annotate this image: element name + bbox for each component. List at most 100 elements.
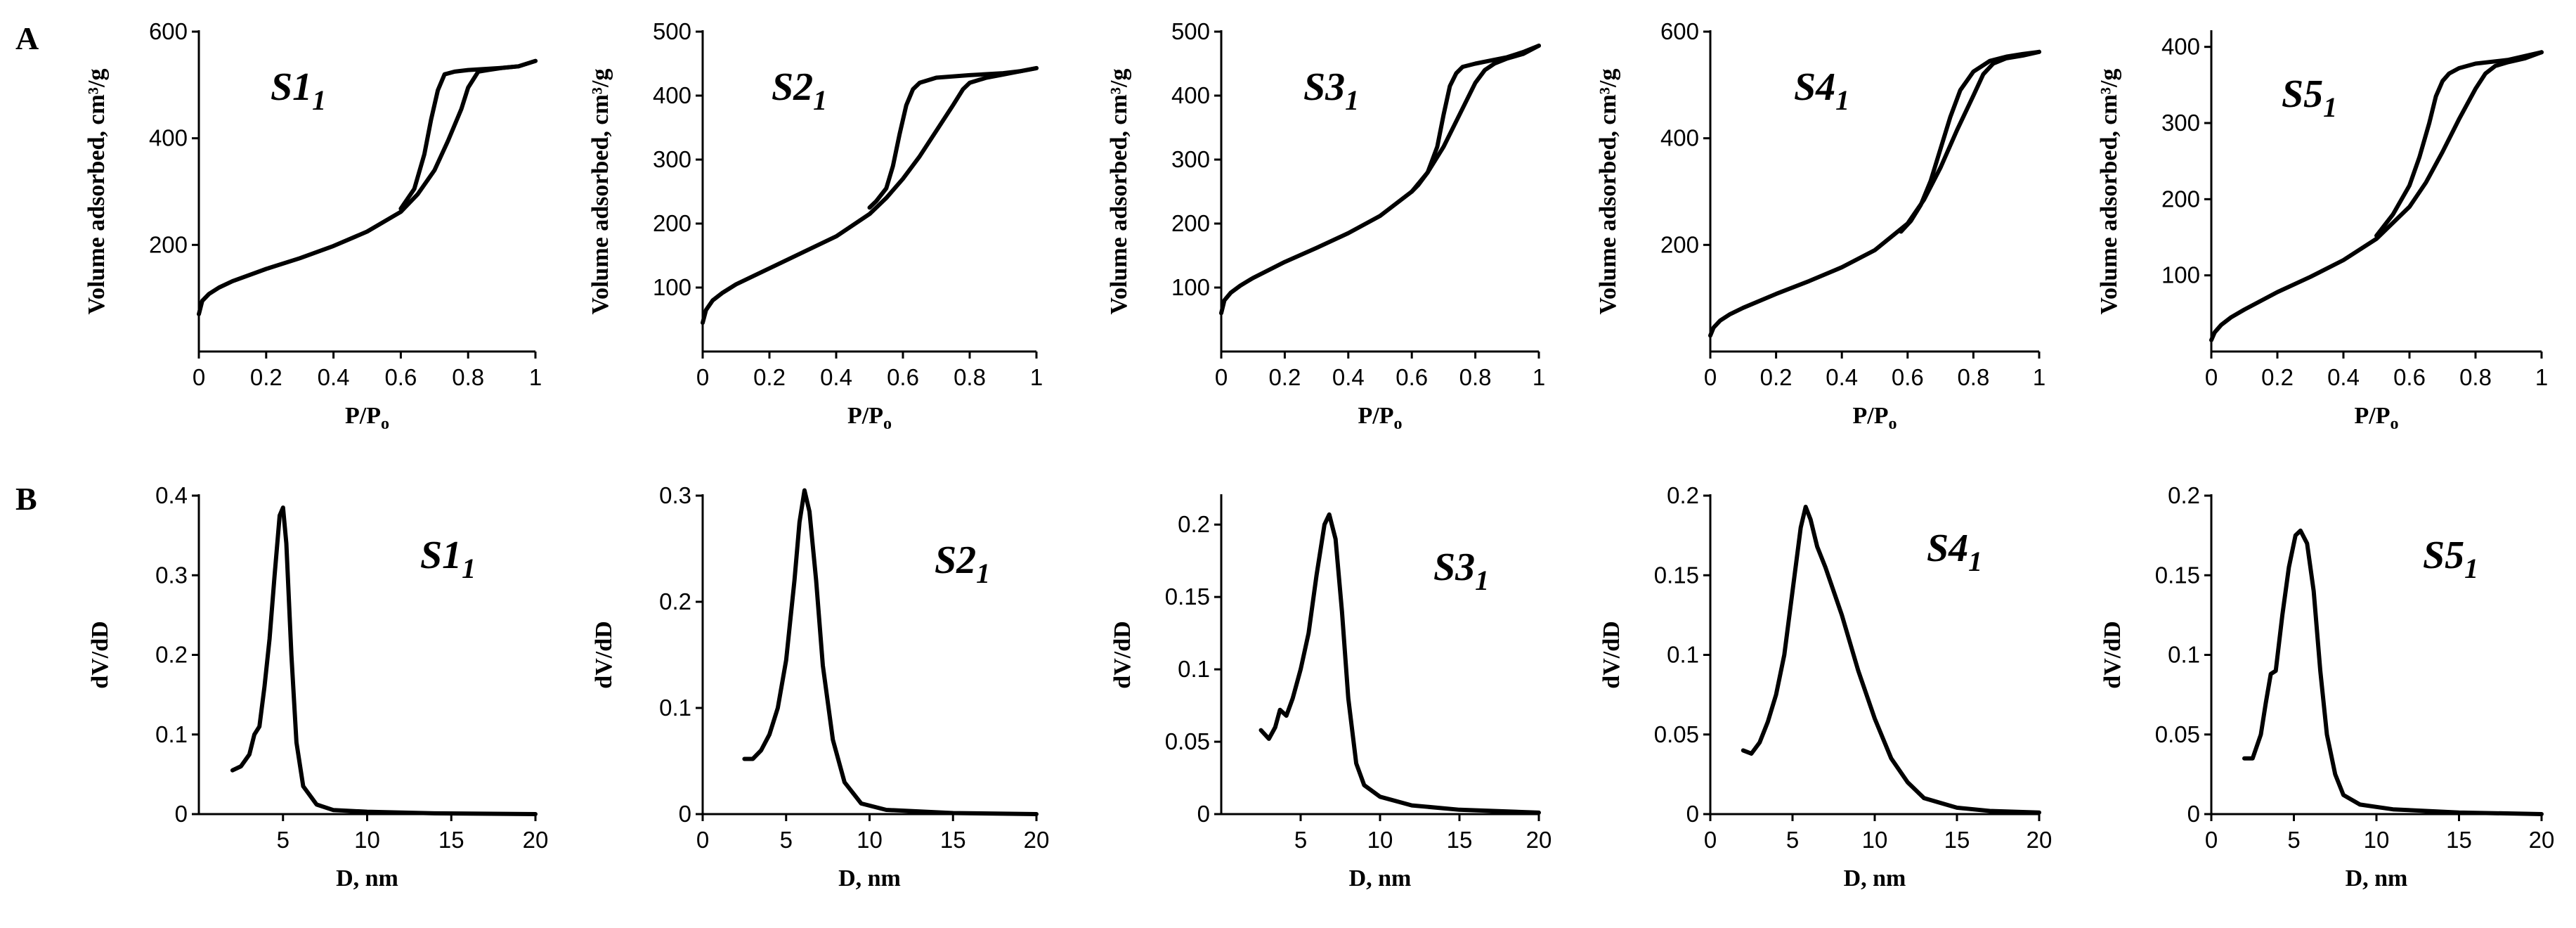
chart-title-subscript: 1 <box>1968 546 1982 577</box>
y-tick-label: 0.2 <box>659 588 691 614</box>
x-tick-label: 10 <box>2364 827 2390 853</box>
x-axis-label: P/Po <box>1358 403 1403 433</box>
x-tick-label: 5 <box>277 827 290 853</box>
series-line-adsorption <box>197 58 538 316</box>
x-tick-label: 0.8 <box>452 364 484 390</box>
x-axis-label-subscript: o <box>1393 415 1402 433</box>
panel-label-b: B <box>15 481 37 517</box>
x-tick-label: 15 <box>438 827 464 853</box>
series-line-desorption <box>398 58 538 211</box>
y-tick-label: 0.2 <box>155 642 188 668</box>
series-line-desorption <box>2374 50 2544 238</box>
y-axis-label: Volume adsorbed, cm³/g <box>587 69 613 315</box>
chart-title-subscript: 1 <box>976 558 990 589</box>
x-axis-label-subscript: o <box>2390 415 2398 433</box>
chart-title: S51 <box>2423 534 2478 584</box>
chart-title: S31 <box>1433 546 1489 596</box>
chart-title-subscript: 1 <box>462 553 476 584</box>
x-tick-label: 0.4 <box>820 364 852 390</box>
y-tick-label: 100 <box>653 274 691 300</box>
x-axis-label-subscript: o <box>1888 415 1897 433</box>
y-tick-label: 200 <box>1171 210 1210 236</box>
x-tick-label: 0.6 <box>2393 364 2426 390</box>
chart-title-subscript: 1 <box>2323 91 2337 123</box>
chart-title-subscript: 1 <box>1835 84 1849 116</box>
y-tick-label: 0.1 <box>1178 656 1210 682</box>
chart-a-s3: 0 0.2 0.4 0.6 0.8 1 100 200 300 400 500 P/Po Volume … <box>1106 18 1545 433</box>
x-tick-label: 10 <box>1862 827 1888 853</box>
series-line-pore-size-distribution <box>1741 504 2041 815</box>
x-tick-label: 5 <box>780 827 793 853</box>
y-tick-label: 500 <box>1171 18 1210 44</box>
chart-title: S11 <box>271 65 326 116</box>
x-tick-label: 1 <box>2033 364 2045 390</box>
y-tick-label: 0 <box>2187 801 2200 827</box>
chart-title: S51 <box>2282 72 2337 123</box>
x-tick-label: 0.8 <box>1459 364 1492 390</box>
y-tick-label: 400 <box>653 82 691 108</box>
chart-title: S21 <box>772 65 827 116</box>
x-tick-label: 0 <box>1215 364 1228 390</box>
chart-title-subscript: 1 <box>2464 553 2478 584</box>
x-tick-label: 5 <box>1786 827 1799 853</box>
x-tick-label: 15 <box>2446 827 2472 853</box>
y-tick-label: 0 <box>1197 801 1210 827</box>
series-line-pore-size-distribution <box>2242 528 2544 816</box>
x-tick-label: 0.2 <box>753 364 786 390</box>
y-tick-label: 100 <box>1171 274 1210 300</box>
chart-title: S11 <box>420 534 476 584</box>
x-tick-label: 15 <box>1944 827 1970 853</box>
x-axis-label-subscript: o <box>381 415 389 433</box>
x-axis-label: D, nm <box>1349 865 1412 891</box>
x-axis-label: P/Po <box>345 403 389 433</box>
x-tick-label: 0.4 <box>1332 364 1365 390</box>
x-tick-label: 20 <box>1526 827 1552 853</box>
x-tick-label: 0.4 <box>1826 364 1858 390</box>
x-tick-label: 0.6 <box>1892 364 1924 390</box>
series-line-adsorption <box>701 65 1039 326</box>
x-tick-label: 0 <box>2205 364 2218 390</box>
x-tick-label: 15 <box>1447 827 1473 853</box>
x-tick-label: 5 <box>2287 827 2300 853</box>
y-tick-label: 400 <box>1660 125 1699 151</box>
chart-title: S41 <box>1794 65 1849 116</box>
x-axis-label: P/Po <box>2355 403 2399 433</box>
y-tick-label: 0.1 <box>155 721 188 747</box>
y-tick-label: 600 <box>1660 18 1699 44</box>
y-tick-label: 0.1 <box>2168 642 2200 668</box>
x-tick-label: 20 <box>1024 827 1050 853</box>
x-tick-label: 0 <box>193 364 205 390</box>
x-tick-label: 0 <box>1704 364 1717 390</box>
chart-b-s3: 5 10 15 20 0 0.05 0.1 0.15 0.2 D, nm dV/dD S31 <box>1110 494 1552 891</box>
y-tick-label: 0.3 <box>659 482 691 508</box>
x-axis-label: D, nm <box>336 865 398 891</box>
x-tick-label: 1 <box>2535 364 2548 390</box>
chart-title: S21 <box>935 539 990 589</box>
x-tick-label: 20 <box>2027 827 2053 853</box>
chart-a-s1: 0 0.2 0.4 0.6 0.8 1 200 400 600 P/Po Volume adsorb… <box>84 18 542 433</box>
x-tick-label: 0 <box>1704 827 1717 853</box>
y-tick-label: 200 <box>149 231 188 257</box>
chart-title-subscript: 1 <box>1345 84 1359 116</box>
series-line-desorption <box>867 65 1039 210</box>
chart-b-s1: 5 10 15 20 0 0.1 0.2 0.3 0.4 D, nm dV/dD S11 <box>87 482 548 891</box>
x-tick-label: 20 <box>523 827 549 853</box>
y-tick-label: 300 <box>2161 110 2200 136</box>
x-tick-label: 10 <box>1367 827 1393 853</box>
y-tick-label: 0.15 <box>1165 584 1210 610</box>
chart-title-subscript: 1 <box>813 84 827 116</box>
series-line-adsorption <box>1219 44 1541 316</box>
y-tick-label: 0.05 <box>1165 728 1210 754</box>
chart-b-s2: 0 5 10 15 20 0 0.1 0.2 0.3 D, nm dV/dD S21 <box>591 482 1049 891</box>
x-tick-label: 10 <box>857 827 883 853</box>
x-tick-label: 20 <box>2529 827 2555 853</box>
y-axis-label: Volume adsorbed, cm³/g <box>84 69 110 315</box>
y-tick-label: 0.05 <box>2155 721 2200 747</box>
y-tick-label: 0.2 <box>2168 482 2200 508</box>
y-tick-label: 0.1 <box>659 695 691 721</box>
y-tick-label: 200 <box>653 210 691 236</box>
x-tick-label: 0.6 <box>887 364 919 390</box>
y-tick-label: 600 <box>149 18 188 44</box>
